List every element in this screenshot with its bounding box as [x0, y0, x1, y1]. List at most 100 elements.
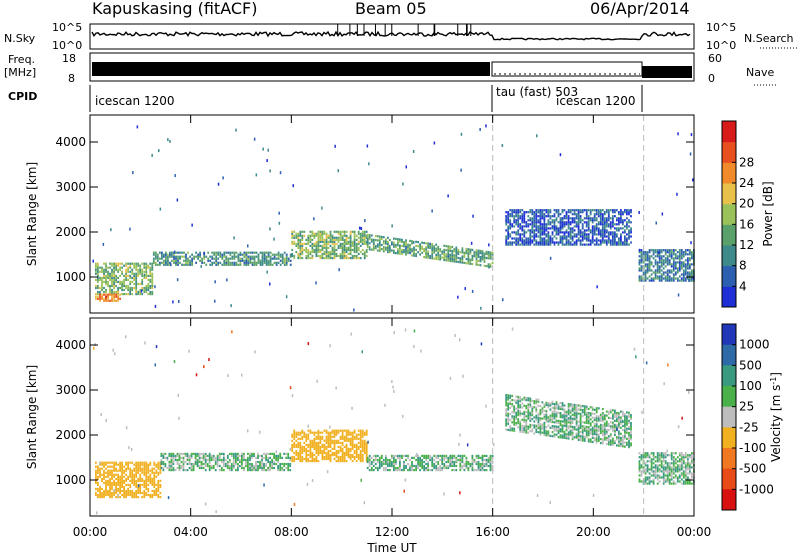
echo-cell	[455, 464, 458, 468]
echo-cell	[521, 215, 524, 218]
echo-cell	[365, 429, 368, 432]
echo-cell	[327, 250, 330, 254]
echo-cell	[101, 276, 103, 279]
echo-cell	[309, 447, 312, 450]
echo-cell	[359, 445, 362, 448]
echo-cell	[255, 466, 257, 470]
echo-cell	[618, 213, 620, 216]
echo-cell	[218, 458, 221, 462]
echo-cell	[535, 408, 538, 411]
echo-cell	[145, 270, 148, 273]
echo-cell	[435, 456, 438, 459]
echo-cell	[567, 221, 570, 224]
echo-cell	[145, 276, 148, 279]
echo-cell	[285, 456, 288, 459]
echo-cell	[425, 462, 427, 466]
echo-cell	[547, 221, 550, 224]
echo-cell	[467, 254, 470, 257]
echo-cell	[279, 255, 282, 258]
echo-cell	[403, 464, 405, 468]
echo-cell	[333, 248, 336, 252]
echo-cell	[487, 255, 490, 258]
freq-unit: [MHz]	[4, 66, 36, 79]
echo-cell	[521, 225, 524, 228]
echo-cell	[387, 460, 389, 464]
echo-cell	[563, 408, 566, 411]
echo-cell	[419, 469, 421, 472]
echo-cell	[652, 249, 655, 252]
echo-cell	[525, 223, 528, 226]
echo-cell	[587, 227, 590, 230]
echo-cell	[103, 274, 105, 277]
echo-cell	[349, 449, 352, 453]
echo-cell	[612, 211, 614, 214]
echo-cell	[658, 253, 661, 256]
echo-cell	[139, 282, 142, 286]
echo-cell	[620, 243, 622, 246]
echo-cell	[363, 431, 366, 434]
echo-cell	[333, 250, 336, 254]
echo-cell	[325, 240, 328, 243]
echo-cell	[115, 463, 117, 466]
echo-cell	[523, 217, 526, 220]
echo-cell	[467, 462, 470, 466]
echo-cell	[135, 286, 138, 290]
echo-cell	[453, 469, 456, 472]
echo-cell	[197, 253, 199, 256]
echo-cell	[273, 255, 276, 258]
echo-cell	[642, 251, 645, 254]
echo-cell	[157, 485, 160, 489]
echo-cell	[507, 243, 510, 246]
echo-cell	[447, 464, 450, 468]
echo-cell	[511, 399, 514, 402]
echo-cell	[445, 257, 448, 260]
echo-cell	[565, 427, 568, 430]
echo-cell	[569, 415, 572, 418]
echo-cell	[255, 251, 258, 254]
echo-cell	[529, 429, 532, 433]
echo-cell	[311, 238, 314, 241]
echo-cell	[119, 282, 121, 286]
echo-cell	[177, 261, 179, 264]
echo-cell	[135, 483, 138, 486]
echo-cell	[105, 266, 107, 269]
echo-cell	[607, 441, 610, 444]
echo-cell	[545, 414, 548, 417]
echo-cell	[563, 420, 566, 423]
echo-cell	[571, 221, 574, 224]
echo-cell	[319, 230, 322, 233]
echo-cell	[573, 411, 576, 415]
echo-cell	[593, 418, 596, 422]
echo-cell	[539, 211, 542, 214]
echo-cell	[648, 255, 651, 258]
echo-cell	[359, 437, 362, 440]
echo-cell	[691, 273, 693, 276]
echo-cell	[447, 458, 450, 462]
echo-cell	[249, 466, 251, 470]
echo-cell	[605, 231, 608, 234]
echo-cell	[339, 252, 342, 256]
echo-cell	[232, 466, 235, 470]
echo-cell	[439, 466, 442, 470]
echo-cell	[595, 437, 598, 440]
echo-cell	[620, 213, 622, 216]
echo-cell	[341, 250, 344, 254]
echo-cell	[609, 439, 612, 442]
echo-cell	[612, 441, 614, 444]
echo-cell	[255, 460, 257, 464]
echo-cell	[533, 402, 536, 405]
echo-cell	[579, 243, 582, 246]
echo-cell	[166, 456, 169, 459]
echo-cell	[563, 221, 566, 224]
echo-cell	[585, 209, 588, 212]
echo-cell	[427, 252, 429, 255]
echo-cell	[363, 254, 366, 258]
echo-cell	[419, 456, 421, 459]
echo-cell	[333, 230, 336, 233]
echo-cell	[423, 241, 425, 245]
echo-cell	[226, 456, 229, 459]
echo-cell	[543, 231, 546, 234]
echo-cell	[567, 437, 570, 440]
echo-cell	[111, 299, 113, 302]
echo-cell	[575, 424, 578, 427]
